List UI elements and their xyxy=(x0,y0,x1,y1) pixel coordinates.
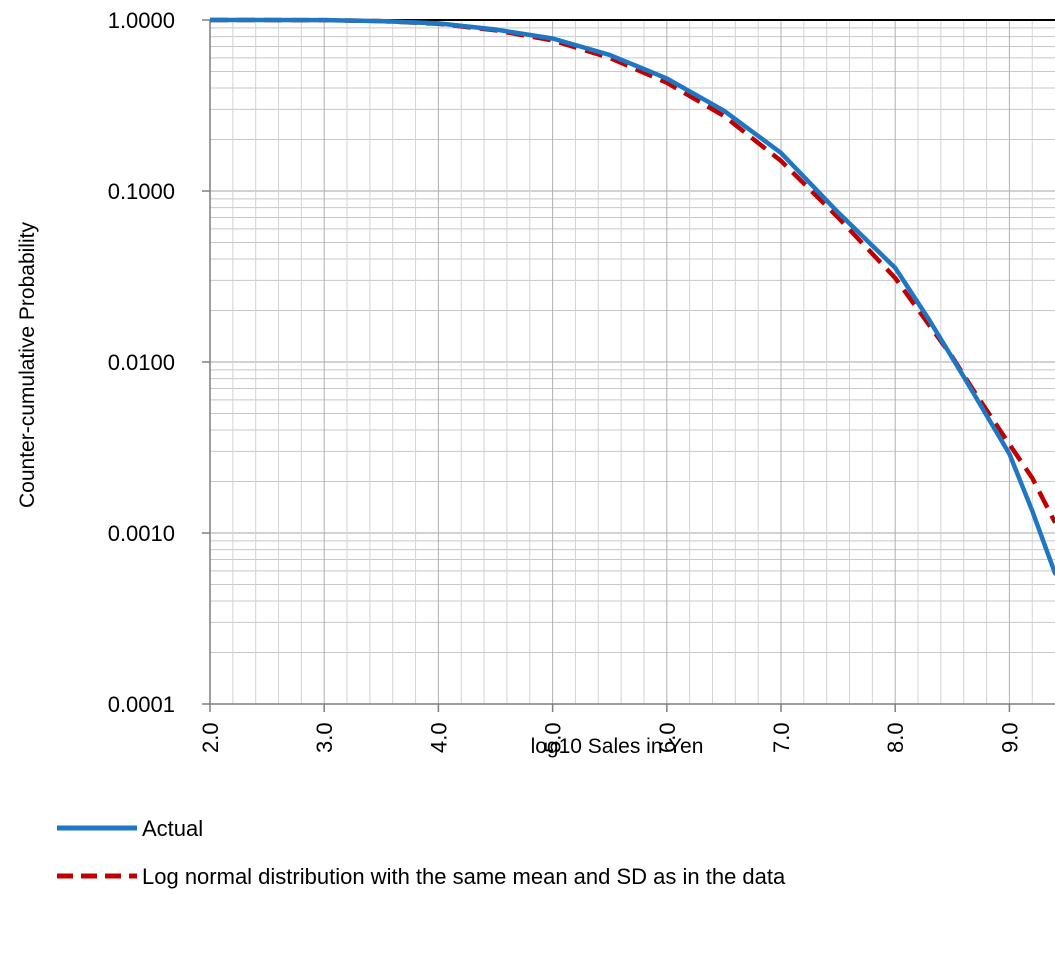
x-tick-label: 5.0 xyxy=(541,722,566,753)
legend: Actual Log normal distribution with the … xyxy=(57,816,786,889)
y-tick-label: 1.0000 xyxy=(108,8,175,33)
x-tick-label: 2.0 xyxy=(198,722,223,753)
y-tick-label: 0.0010 xyxy=(108,521,175,546)
y-tick-label: 0.1000 xyxy=(108,179,175,204)
x-tick-label: 9.0 xyxy=(997,722,1022,753)
y-axis-title: Counter-cumulative Probability xyxy=(16,222,39,508)
y-tick-label: 0.0001 xyxy=(108,692,175,717)
tick-labels: 1.0000 0.1000 0.0100 0.0010 0.0001 2.0 3.0 4.0 5… xyxy=(108,8,1023,753)
series-lines xyxy=(210,17,1055,576)
legend-label-actual: Actual xyxy=(142,816,203,841)
series-line-lognormal xyxy=(210,17,1055,524)
legend-label-lognormal: Log normal distribution with the same me… xyxy=(142,864,786,889)
x-tick-label: 3.0 xyxy=(312,722,337,753)
x-tick-label: 6.0 xyxy=(655,722,680,753)
axes xyxy=(202,19,1055,712)
x-tick-label: 4.0 xyxy=(426,722,451,753)
y-tick-label: 0.0100 xyxy=(108,350,175,375)
grid xyxy=(209,20,1055,705)
series-line-actual xyxy=(210,17,1055,576)
x-tick-label: 7.0 xyxy=(769,722,794,753)
x-axis-title: log10 Sales in Yen xyxy=(531,735,704,758)
x-tick-label: 8.0 xyxy=(883,722,908,753)
